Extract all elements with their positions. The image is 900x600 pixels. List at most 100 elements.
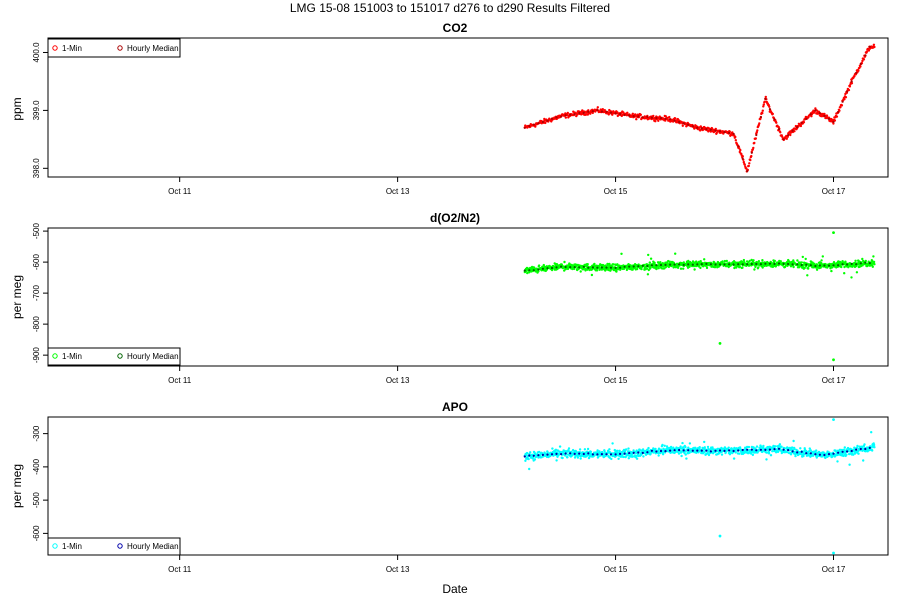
legend-box: [47, 38, 181, 58]
point-1min: [680, 454, 683, 458]
point-1min: [793, 130, 796, 133]
point-hourly-median: [864, 261, 867, 264]
point-1min: [738, 265, 741, 268]
legend-marker-hourly: [117, 45, 123, 51]
point-1min: [617, 457, 620, 460]
point-hourly-median: [573, 266, 576, 269]
point-hourly-median: [537, 268, 540, 271]
point-hourly-median: [673, 449, 676, 452]
point-1min: [753, 141, 756, 145]
point-hourly-median: [578, 266, 581, 269]
point-1min: [542, 263, 545, 267]
x-tick-label: Oct 17: [822, 187, 846, 196]
point-hourly-median: [673, 119, 676, 122]
point-1min: [862, 58, 866, 61]
point-1min: [663, 444, 666, 447]
point-1min: [799, 124, 803, 128]
point-hourly-median: [723, 449, 726, 452]
point-1min: [558, 445, 562, 448]
point-hourly-median: [655, 264, 658, 267]
point-1min: [706, 445, 710, 449]
point-1min: [561, 456, 564, 460]
point-1min: [682, 446, 685, 449]
point-hourly-median: [532, 123, 535, 126]
point-hourly-median: [805, 117, 808, 120]
point-1min: [668, 115, 671, 119]
point-1min: [586, 447, 590, 451]
point-hourly-median: [596, 453, 599, 456]
point-hourly-median: [777, 447, 781, 450]
point-hourly-median: [827, 117, 831, 120]
point-1min: [589, 112, 592, 115]
point-1min: [579, 270, 582, 273]
point-hourly-median: [659, 263, 663, 267]
point-1min: [873, 446, 876, 449]
point-1min: [654, 447, 657, 451]
point-1min: [567, 447, 571, 450]
point-1min: [840, 104, 844, 107]
point-1min: [742, 160, 745, 164]
point-hourly-median: [850, 80, 853, 83]
point-1min: [793, 447, 796, 451]
point-hourly-median: [523, 126, 526, 129]
point-hourly-median: [768, 108, 772, 111]
point-hourly-median: [705, 449, 708, 452]
point-hourly-median: [569, 452, 572, 455]
y-tick-label: 400.0: [32, 42, 41, 63]
legend-box: [47, 537, 181, 556]
point-hourly-median: [669, 449, 672, 452]
y-tick-label: -900: [32, 347, 41, 364]
point-hourly-median: [650, 264, 654, 267]
point-hourly-median: [628, 452, 631, 455]
point-hourly-median: [823, 114, 826, 117]
point-hourly-median: [582, 265, 585, 268]
point-hourly-median: [855, 71, 858, 74]
point-hourly-median: [696, 449, 699, 452]
point-1min: [591, 111, 594, 115]
point-1min: [796, 259, 799, 262]
point-1min: [583, 448, 587, 451]
point-1min: [747, 451, 750, 455]
point-hourly-median: [718, 130, 722, 133]
y-tick-label: -600: [32, 525, 41, 542]
point-hourly-median: [637, 451, 640, 454]
point-1min: [871, 449, 874, 452]
point-1min: [872, 443, 876, 447]
point-hourly-median: [855, 263, 858, 266]
point-hourly-median: [609, 453, 613, 456]
point-1min: [698, 446, 701, 449]
point-hourly-median: [591, 266, 595, 269]
point-hourly-median: [868, 446, 871, 449]
panel-title: CO2: [443, 21, 468, 35]
point-1min: [763, 100, 766, 103]
point-1min: [804, 257, 807, 261]
point-1min: [785, 137, 788, 140]
point-1min: [631, 112, 634, 116]
legend-marker-hourly: [117, 543, 123, 549]
point-1min: [873, 263, 876, 266]
point-hourly-median: [555, 266, 558, 269]
point-1min: [750, 154, 753, 158]
point-hourly-median: [641, 116, 644, 119]
point-1min: [843, 446, 846, 449]
point-1min: [752, 146, 755, 150]
point-hourly-median: [759, 263, 763, 266]
point-1min: [679, 445, 682, 448]
point-1min: [586, 263, 589, 266]
point-1min: [761, 450, 764, 454]
point-1min: [771, 112, 774, 116]
legend: 1-Min Hourly Median: [47, 537, 181, 556]
point-hourly-median: [555, 452, 558, 455]
point-hourly-median: [800, 263, 803, 267]
point-1min: [771, 450, 774, 453]
point-1min: [792, 265, 795, 269]
point-1min: [738, 446, 742, 449]
point-1min: [534, 125, 537, 128]
point-hourly-median: [528, 269, 531, 272]
point-1min: [681, 124, 684, 128]
point-hourly-median: [728, 131, 731, 134]
point-1min: [621, 453, 624, 456]
panel-title: d(O2/N2): [430, 211, 480, 225]
y-tick-label: 399.0: [32, 100, 41, 121]
point-1min: [857, 69, 860, 73]
